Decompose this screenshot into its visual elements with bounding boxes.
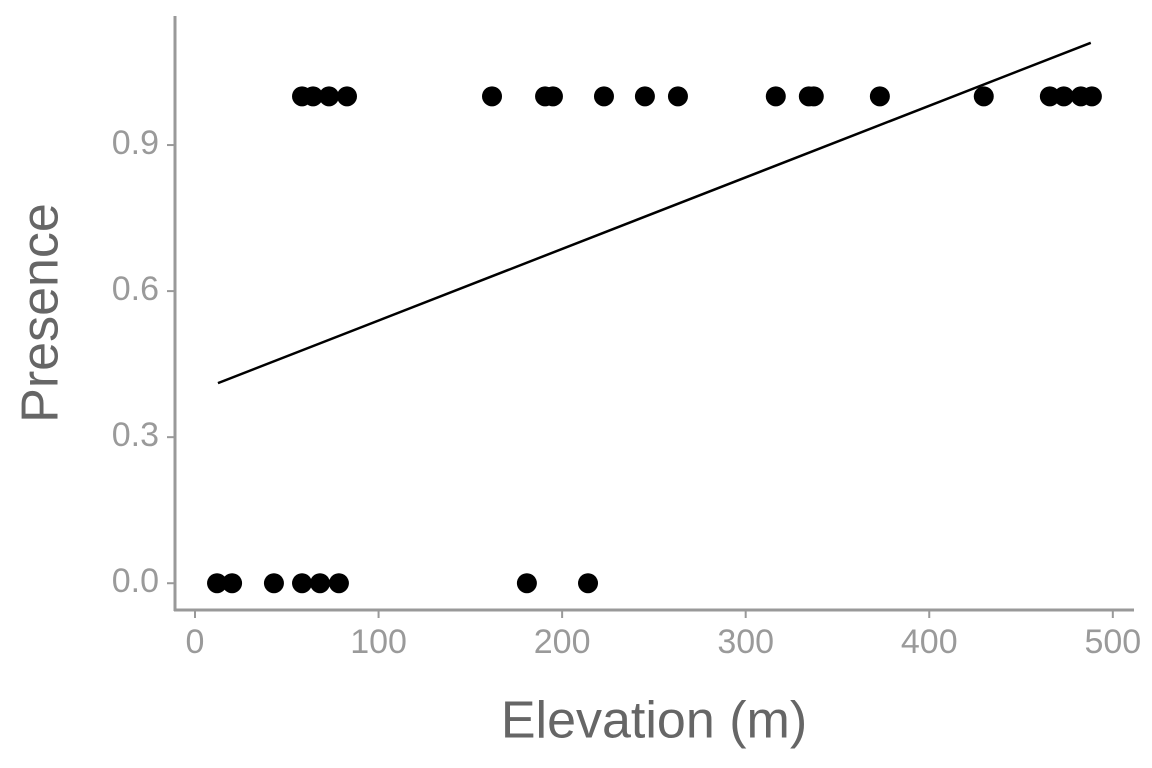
point	[303, 86, 324, 107]
y-tick-label: 0.6	[112, 270, 159, 308]
x-tick-label: 200	[534, 623, 591, 661]
x-tick-label: 400	[901, 623, 958, 661]
y-tick-label: 0.3	[112, 416, 159, 454]
x-tick-label: 300	[717, 623, 774, 661]
point	[578, 573, 599, 594]
point	[310, 573, 331, 594]
x-tick-label: 100	[350, 623, 407, 661]
point	[336, 86, 357, 107]
point	[803, 86, 824, 107]
fit-line	[217, 41, 1092, 385]
point	[292, 573, 313, 594]
point	[667, 86, 688, 107]
point	[319, 86, 340, 107]
point	[1039, 86, 1060, 107]
point	[634, 86, 655, 107]
point	[207, 573, 228, 594]
point	[328, 573, 349, 594]
y-tick-label: 0.0	[112, 562, 159, 600]
point	[765, 86, 786, 107]
point	[516, 573, 537, 594]
point	[1053, 86, 1074, 107]
point	[542, 86, 563, 107]
point	[973, 86, 994, 107]
point	[482, 86, 503, 107]
y-axis-title: Presence	[12, 203, 70, 423]
point	[593, 86, 614, 107]
point	[222, 573, 243, 594]
y-tick-label: 0.9	[112, 124, 159, 162]
point	[869, 86, 890, 107]
point	[1081, 86, 1102, 107]
x-axis-title: Elevation (m)	[501, 692, 807, 750]
point	[263, 573, 284, 594]
x-tick-label: 0	[186, 623, 205, 661]
x-tick-label: 500	[1084, 623, 1141, 661]
